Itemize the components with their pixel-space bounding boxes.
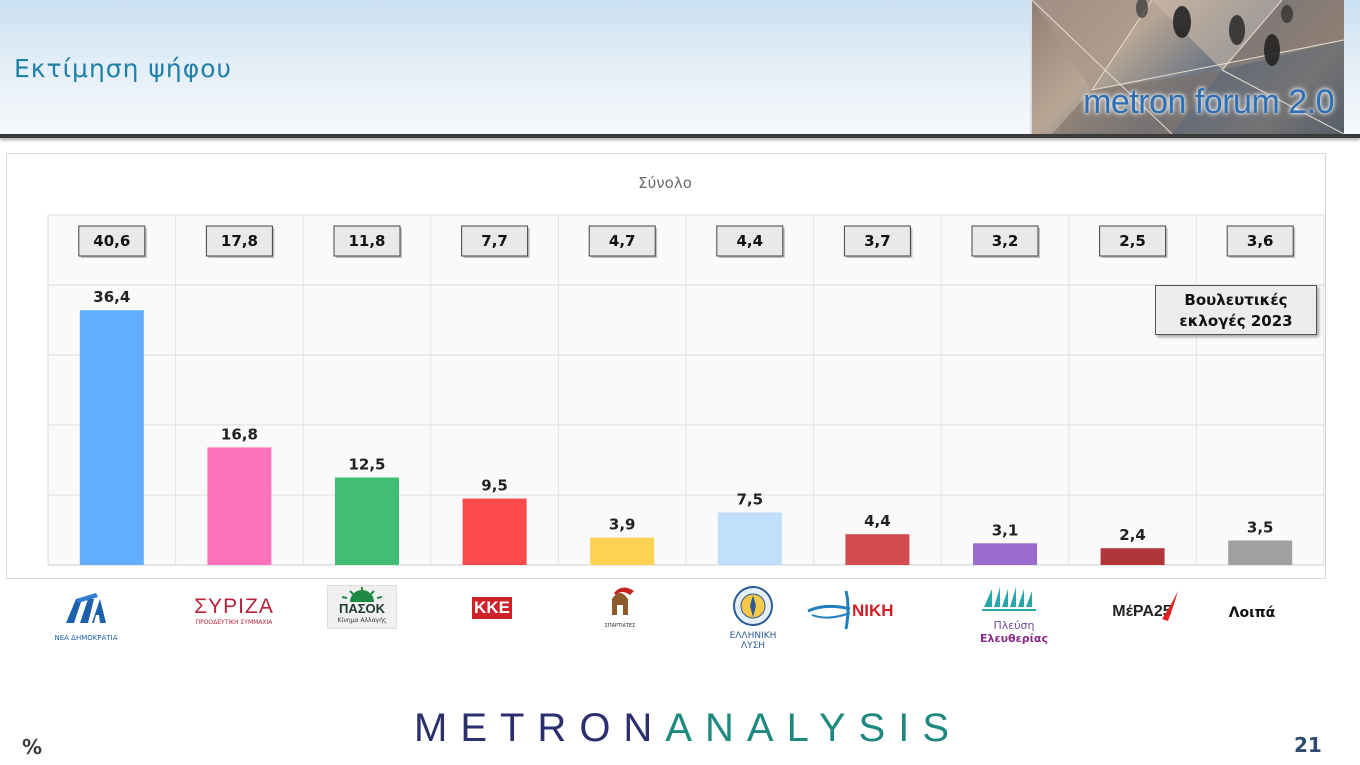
bar-value-label: 7,5: [737, 491, 764, 509]
syriza-label: ΠΡΟΟΔΕΥΤΙΚΗ ΣΥΜΜΑΧΙΑ: [195, 619, 273, 626]
logo-part-metron: METRON: [414, 706, 666, 750]
estimate-value: 3,2: [992, 232, 1019, 250]
estimate-box: [333, 225, 401, 257]
plefsi-ships-icon: [982, 587, 1036, 611]
bar-value-label: 9,5: [481, 477, 508, 495]
party-logo-plefsi: Πλεύση Ελευθερίας: [950, 585, 1078, 655]
bar-value-label: 16,8: [221, 425, 258, 443]
nd-logo-icon: [66, 593, 106, 623]
estimate-value: 40,6: [93, 232, 130, 250]
pasok-mark: ΠΑΣΟΚ: [338, 601, 386, 616]
bar-0: [79, 310, 144, 565]
bar-value-label: 3,9: [609, 516, 636, 534]
bar-2: [335, 477, 399, 565]
kke-mark: ΚΚΕ: [472, 597, 512, 619]
bar-value-label: 3,1: [992, 521, 1019, 539]
party-logo-nd: ΝΕΑ ΔΗΜΟΚΡΑΤΙΑ: [22, 585, 150, 655]
elliniki-lysi-line2: ΛΥΣΗ: [740, 641, 766, 651]
estimate-box: [588, 225, 656, 257]
estimate-box: [716, 225, 784, 257]
party-logo-loipa: Λοιπά: [1200, 585, 1304, 655]
chart-title: Σύνολο: [638, 174, 692, 192]
estimate-value: 4,7: [609, 232, 636, 250]
estimate-value: 17,8: [221, 232, 258, 250]
bar-9: [1228, 540, 1293, 565]
bar-4: [590, 537, 655, 565]
loipa-label: Λοιπά: [1228, 605, 1276, 621]
party-logo-spartiates: ΣΠΑΡΤΙΑΤΕΣ: [556, 585, 684, 655]
spartan-helmet-icon: [612, 587, 634, 615]
party-logo-kke: ΚΚΕ: [428, 585, 556, 655]
party-logo-syriza: ΣΥΡΙΖΑ ΠΡΟΟΔΕΥΤΙΚΗ ΣΥΜΜΑΧΙΑ: [170, 585, 298, 655]
nd-label: ΝΕΑ ΔΗΜΟΚΡΑΤΙΑ: [54, 634, 118, 642]
estimate-box: [1099, 225, 1167, 257]
niki-mark: ΝΙΚΗ: [852, 601, 894, 620]
estimate-value: 3,6: [1247, 232, 1274, 250]
mera25-swallow-icon: [1162, 591, 1178, 621]
niki-wind-icon: [807, 590, 851, 630]
page-number: 21: [1294, 733, 1322, 757]
estimate-box: [843, 225, 911, 257]
estimate-box: [971, 225, 1039, 257]
mera25-mark: ΜέΡΑ25: [1112, 603, 1172, 620]
plefsi-line1: Πλεύση: [993, 619, 1035, 632]
bar-6: [845, 534, 910, 565]
bar-3: [462, 498, 527, 565]
bar-value-label: 12,5: [348, 456, 385, 474]
brand-photo: [1032, 0, 1344, 134]
estimate-box: [1226, 225, 1294, 257]
header-divider: [0, 134, 1360, 138]
logo-part-analysis: ANALYSIS: [665, 706, 963, 750]
estimate-value: 2,5: [1119, 232, 1146, 250]
page-title: Εκτίμηση ψήφου: [14, 54, 233, 83]
party-logo-niki: ΝΙΚΗ: [806, 585, 918, 655]
estimate-value: 3,7: [864, 232, 891, 250]
unit-label: %: [22, 735, 43, 759]
bar-value-label: 4,4: [864, 512, 891, 530]
syriza-mark: ΣΥΡΙΖΑ: [194, 595, 274, 618]
estimate-box: [78, 225, 146, 257]
estimate-box: [205, 225, 273, 257]
spartiates-label: ΣΠΑΡΤΙΑΤΕΣ: [604, 623, 636, 629]
bar-value-label: 2,4: [1119, 526, 1146, 544]
estimate-value: 4,4: [737, 232, 764, 250]
metron-analysis-logo: METRONANALYSIS: [414, 706, 962, 751]
legend-line-2: εκλογές 2023: [1179, 312, 1293, 330]
bar-1: [207, 447, 272, 565]
bar-value-label: 3,5: [1247, 519, 1274, 537]
pasok-label: Κίνημα Αλλαγής: [337, 617, 387, 624]
slide-header: Εκτίμηση ψήφου metron forum 2.0: [0, 0, 1360, 136]
bar-value-label: 36,4: [93, 288, 130, 306]
party-logo-mera25: ΜέΡΑ25: [1078, 585, 1206, 655]
brand-name: metron forum 2.0: [1083, 83, 1334, 121]
legend-line-1: Βουλευτικές: [1184, 291, 1288, 309]
estimate-box: [461, 225, 529, 257]
party-logo-pasok: ΠΑΣΟΚ Κίνημα Αλλαγής: [298, 585, 426, 655]
legend-election-2023: Βουλευτικές εκλογές 2023: [1155, 285, 1317, 335]
bar-chart: 40,6 36,4 17,8 16,8 11,8 12,5 7,7 9,5 4,7 3,9 4,4 7…: [47, 214, 1325, 566]
bar-8: [1100, 548, 1165, 565]
elliniki-lysi-line1: ΕΛΛΗΝΙΚΗ: [729, 631, 777, 641]
sun-icon: [341, 587, 383, 602]
compass-icon: [733, 586, 773, 626]
party-logo-elliniki-lysi: ΕΛΛΗΝΙΚΗ ΛΥΣΗ: [689, 585, 817, 655]
brand-banner: metron forum 2.0: [1030, 0, 1344, 134]
estimate-value: 11,8: [348, 232, 385, 250]
estimate-value: 7,7: [481, 232, 508, 250]
bar-7: [973, 543, 1037, 565]
plefsi-line2: Ελευθερίας: [980, 632, 1048, 645]
bar-5: [717, 512, 782, 565]
